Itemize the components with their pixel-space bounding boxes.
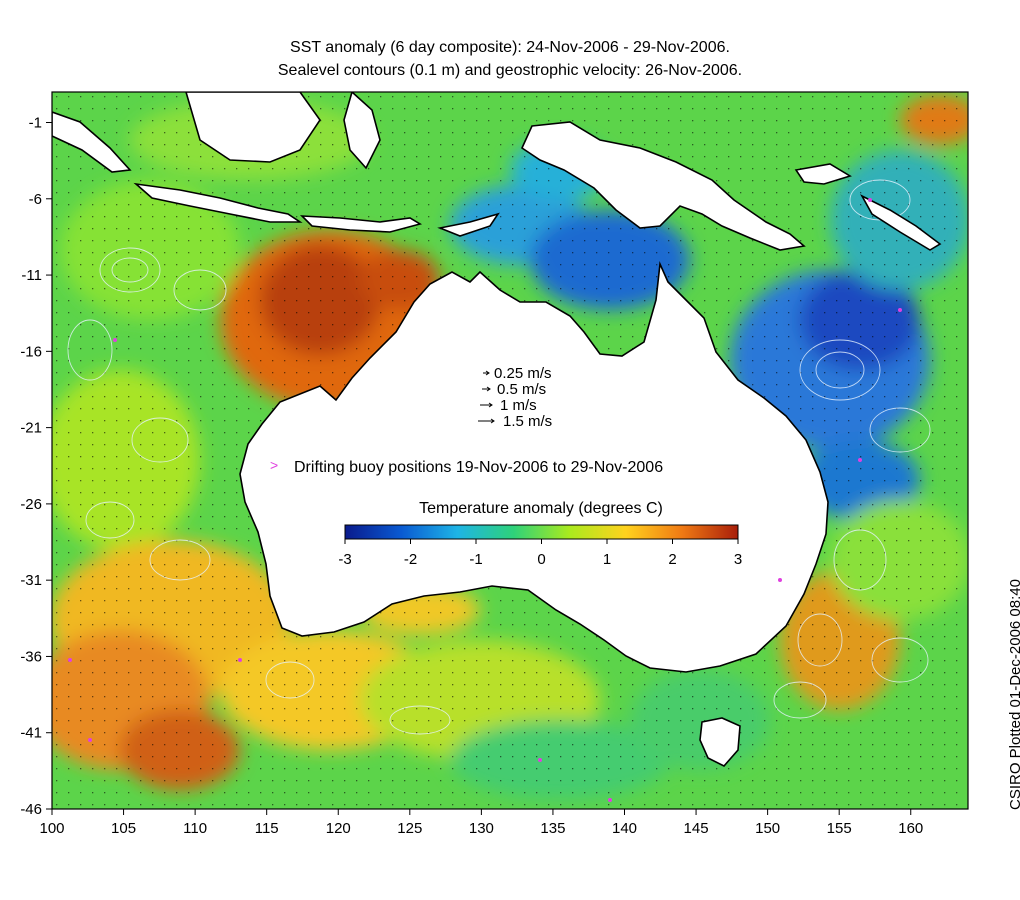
tasmania-landmass — [699, 717, 741, 767]
colorbar-tick-label: 1 — [603, 551, 611, 568]
latitude-axis: -1 -6 -11 -16 -21 -26 -31 -36 -41 -46 — [20, 115, 52, 818]
land-masses — [52, 92, 942, 767]
colorbar-tick-label: -3 — [338, 551, 351, 568]
colorbar-ticks: -3 -2 -1 0 1 2 3 — [338, 539, 742, 568]
lon-tick-label: 130 — [469, 820, 494, 837]
solomon-islands — [860, 194, 942, 251]
lon-tick-label: 105 — [111, 820, 136, 837]
plot-credit: CSIRO Plotted 01-Dec-2006 08:40 — [1007, 579, 1020, 810]
lat-tick-label: -46 — [20, 801, 42, 818]
new-britain-island — [794, 163, 852, 185]
australia-landmass — [239, 260, 829, 673]
lat-tick-label: -21 — [20, 420, 42, 437]
sumatra-landmass — [52, 111, 132, 173]
velocity-legend-item: 1 m/s — [480, 397, 537, 414]
lon-tick-label: 160 — [898, 820, 923, 837]
plot-area — [52, 92, 968, 809]
lon-tick-label: 125 — [397, 820, 422, 837]
lat-tick-label: -36 — [20, 648, 42, 665]
lon-tick-label: 120 — [326, 820, 351, 837]
timor-landmass — [437, 212, 500, 237]
lesser-sunda-islands — [299, 215, 423, 233]
lat-tick-label: -1 — [29, 115, 42, 132]
map-title-line-2: Sealevel contours (0.1 m) and geostrophi… — [277, 62, 743, 79]
sealevel-contours — [67, 179, 931, 735]
colorbar: Temperature anomaly (degrees C) -3 -2 -1 0 1… — [338, 500, 742, 568]
colorbar-tick-label: -2 — [404, 551, 417, 568]
plot-frame — [51, 91, 969, 810]
colorbar-gradient — [344, 524, 739, 540]
longitude-axis: 100 105 110 115 120 125 130 135 140 145 150 155 160 — [39, 809, 923, 837]
velocity-legend-label: 1.5 m/s — [503, 413, 552, 430]
velocity-legend-item: 0.25 m/s — [483, 365, 552, 382]
buoy-legend-marker: > — [270, 457, 278, 473]
lon-tick-label: 135 — [540, 820, 565, 837]
lat-tick-label: -26 — [20, 496, 42, 513]
sulawesi-landmass — [343, 92, 381, 170]
lon-tick-label: 145 — [684, 820, 709, 837]
java-landmass — [133, 182, 303, 223]
new-guinea-landmass — [520, 121, 806, 251]
colorbar-tick-label: 3 — [734, 551, 742, 568]
map-title-line-1: SST anomaly (6 day composite): 24-Nov-20… — [290, 39, 730, 56]
velocity-legend-label: 0.25 m/s — [494, 365, 552, 382]
velocity-legend-label: 1 m/s — [500, 397, 537, 414]
lat-tick-label: -41 — [20, 725, 42, 742]
lon-tick-label: 110 — [183, 820, 207, 837]
lon-tick-label: 155 — [827, 820, 852, 837]
velocity-legend-item: 0.5 m/s — [482, 381, 546, 398]
buoy-legend: > Drifting buoy positions 19-Nov-2006 to… — [270, 457, 663, 476]
colorbar-tick-label: 2 — [668, 551, 676, 568]
colorbar-tick-label: -1 — [469, 551, 482, 568]
colorbar-tick-label: 0 — [537, 551, 545, 568]
lat-tick-label: -6 — [29, 191, 42, 208]
lat-tick-label: -16 — [20, 343, 42, 360]
velocity-legend-item: 1.5 m/s — [478, 413, 552, 430]
buoy-legend-label: Drifting buoy positions 19-Nov-2006 to 2… — [294, 459, 663, 476]
lon-tick-label: 100 — [39, 820, 64, 837]
borneo-landmass — [185, 92, 321, 163]
lon-tick-label: 115 — [255, 820, 279, 837]
velocity-legend-label: 0.5 m/s — [497, 381, 546, 398]
colorbar-title: Temperature anomaly (degrees C) — [419, 500, 663, 517]
sst-anomaly-field — [52, 95, 968, 800]
lon-tick-label: 150 — [755, 820, 780, 837]
lat-tick-label: -31 — [20, 572, 42, 589]
lat-tick-label: -11 — [21, 267, 42, 284]
velocity-legend: 0.25 m/s0.5 m/s1 m/s1.5 m/s — [478, 365, 552, 430]
lon-tick-label: 140 — [612, 820, 637, 837]
drifting-buoy-markers — [68, 198, 902, 802]
